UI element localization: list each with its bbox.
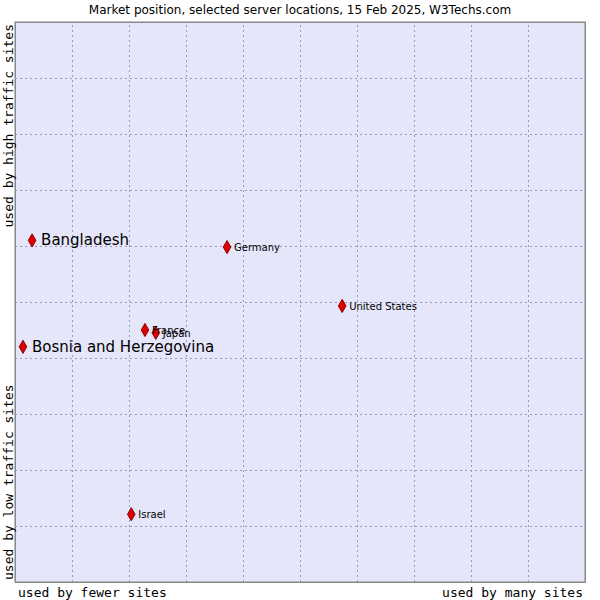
y-tick [15, 414, 585, 415]
y-axis-line [16, 23, 586, 583]
y-tick [15, 134, 585, 135]
x-grid-line [129, 22, 130, 582]
points [19, 234, 346, 521]
point [19, 340, 27, 353]
y-axis-label-high: used by high traffic sites [1, 24, 16, 228]
point [127, 508, 135, 521]
y-grid-line [15, 414, 585, 415]
x-axis-label-low: used by fewer sites [18, 585, 167, 600]
x-axis [16, 22, 586, 583]
y-axis-label-low: used by low traffic sites [1, 384, 16, 580]
point [338, 299, 346, 312]
y-grid-line [15, 302, 585, 303]
y-tick [15, 470, 585, 471]
x-axis-line [16, 22, 586, 583]
plot: Bangladesh Bosnia and Herzegovina Germany U… [15, 22, 586, 583]
point-labels: Bangladesh Bosnia and Herzegovina Germany U… [32, 231, 417, 520]
point-label: Bangladesh [41, 231, 129, 249]
point [141, 323, 149, 336]
y-tick [15, 78, 585, 79]
y-grid-line [15, 470, 585, 471]
point [28, 234, 36, 247]
x-tick [528, 22, 529, 582]
y-grid-line [15, 78, 585, 79]
point-label: Germany [234, 242, 280, 253]
chart: Bangladesh Bosnia and Herzegovina Germany U… [0, 0, 600, 600]
y-tick [15, 190, 585, 191]
point-label: Japan [162, 328, 191, 339]
x-grid-line [243, 22, 244, 582]
point-label: Bosnia and Herzegovina [32, 338, 214, 356]
y-grid-line [15, 526, 585, 527]
y-grid-line [15, 358, 585, 359]
point [223, 241, 231, 254]
y-grid-line [15, 134, 585, 135]
x-axis-label-high: used by many sites [442, 585, 583, 600]
y-grid-line [15, 190, 585, 191]
point-label: United States [349, 301, 417, 312]
x-grid-line [528, 22, 529, 582]
y-tick [15, 526, 585, 527]
y-tick [15, 302, 585, 303]
x-tick [72, 22, 73, 582]
plot-frame [15, 22, 585, 582]
x-tick [243, 22, 244, 582]
y-axis [15, 23, 585, 583]
point-label: Israel [138, 509, 165, 520]
plot-background [15, 22, 585, 582]
title: Market position, selected server locatio… [89, 3, 511, 17]
y-tick [15, 358, 585, 359]
x-tick [129, 22, 130, 582]
x-grid-line [72, 22, 73, 582]
